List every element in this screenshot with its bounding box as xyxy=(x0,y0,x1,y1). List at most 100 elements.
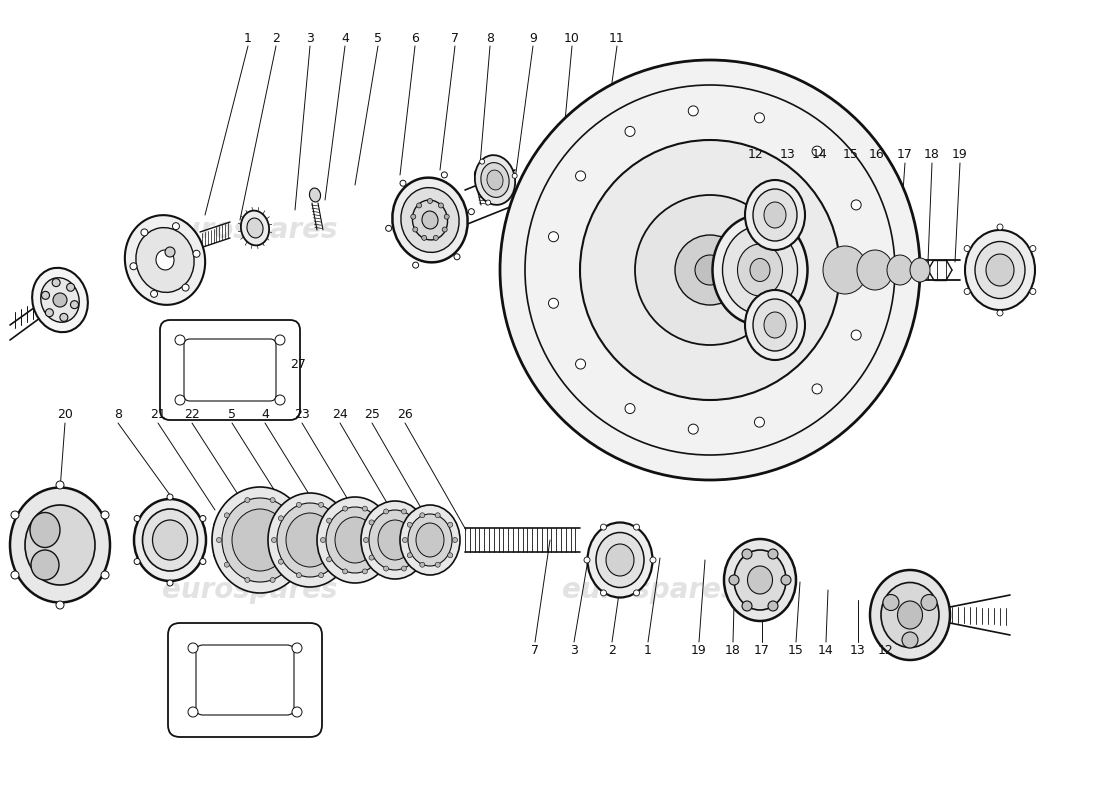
Ellipse shape xyxy=(408,514,452,566)
Circle shape xyxy=(362,506,367,511)
Circle shape xyxy=(53,293,67,307)
Circle shape xyxy=(442,227,448,232)
Circle shape xyxy=(368,520,374,525)
Circle shape xyxy=(272,538,276,542)
Text: 14: 14 xyxy=(812,149,828,162)
Ellipse shape xyxy=(268,493,352,587)
Ellipse shape xyxy=(286,513,334,567)
Circle shape xyxy=(56,601,64,609)
Circle shape xyxy=(454,254,460,260)
Ellipse shape xyxy=(156,250,174,270)
Ellipse shape xyxy=(898,601,923,629)
Ellipse shape xyxy=(143,509,198,571)
Text: 13: 13 xyxy=(850,643,866,657)
Ellipse shape xyxy=(606,544,634,576)
Circle shape xyxy=(421,235,427,240)
Circle shape xyxy=(441,172,448,178)
Circle shape xyxy=(327,518,331,523)
Circle shape xyxy=(689,424,698,434)
Ellipse shape xyxy=(734,550,786,610)
Ellipse shape xyxy=(737,244,782,296)
Circle shape xyxy=(416,555,421,560)
Circle shape xyxy=(742,601,752,611)
Text: 7: 7 xyxy=(451,31,459,45)
Circle shape xyxy=(480,159,485,164)
Circle shape xyxy=(412,262,419,268)
Circle shape xyxy=(549,298,559,308)
Text: 1: 1 xyxy=(645,643,652,657)
Circle shape xyxy=(56,481,64,489)
Ellipse shape xyxy=(487,170,503,190)
Circle shape xyxy=(768,549,778,559)
Ellipse shape xyxy=(881,582,939,647)
Ellipse shape xyxy=(887,255,913,285)
Circle shape xyxy=(378,518,384,523)
Ellipse shape xyxy=(723,226,798,314)
Circle shape xyxy=(755,417,764,427)
Circle shape xyxy=(59,314,68,322)
Text: 20: 20 xyxy=(57,409,73,422)
Circle shape xyxy=(278,559,284,564)
Circle shape xyxy=(290,513,296,518)
Text: eurospares: eurospares xyxy=(562,216,738,244)
Circle shape xyxy=(997,310,1003,316)
Text: 22: 22 xyxy=(184,409,200,422)
Text: 14: 14 xyxy=(818,643,834,657)
Ellipse shape xyxy=(134,499,206,581)
Text: 12: 12 xyxy=(748,149,763,162)
Ellipse shape xyxy=(748,566,772,594)
Circle shape xyxy=(851,200,861,210)
Ellipse shape xyxy=(754,299,798,351)
Circle shape xyxy=(635,195,785,345)
Circle shape xyxy=(448,522,453,527)
Circle shape xyxy=(420,513,425,518)
Circle shape xyxy=(42,291,50,299)
Ellipse shape xyxy=(745,180,805,250)
Text: 21: 21 xyxy=(150,409,166,422)
Text: eurospares: eurospares xyxy=(163,576,338,604)
Ellipse shape xyxy=(890,257,910,283)
Ellipse shape xyxy=(827,249,864,291)
Circle shape xyxy=(188,707,198,717)
Ellipse shape xyxy=(481,162,509,198)
Circle shape xyxy=(167,580,173,586)
Circle shape xyxy=(675,235,745,305)
Circle shape xyxy=(580,140,840,400)
Circle shape xyxy=(45,309,54,317)
Text: 5: 5 xyxy=(374,31,382,45)
Circle shape xyxy=(513,174,517,178)
Text: 15: 15 xyxy=(788,643,804,657)
Text: 2: 2 xyxy=(608,643,616,657)
Circle shape xyxy=(402,566,407,571)
Ellipse shape xyxy=(745,290,805,360)
Ellipse shape xyxy=(475,155,515,205)
Circle shape xyxy=(384,566,388,571)
Circle shape xyxy=(964,246,970,251)
Circle shape xyxy=(173,222,179,230)
Text: 3: 3 xyxy=(306,31,313,45)
Circle shape xyxy=(755,113,764,123)
Circle shape xyxy=(175,335,185,345)
Circle shape xyxy=(134,515,140,522)
Text: 5: 5 xyxy=(228,409,236,422)
Circle shape xyxy=(188,643,198,653)
Ellipse shape xyxy=(587,522,652,598)
Circle shape xyxy=(634,590,639,596)
Ellipse shape xyxy=(153,520,187,560)
Text: 4: 4 xyxy=(341,31,349,45)
Text: 17: 17 xyxy=(898,149,913,162)
Circle shape xyxy=(101,511,109,519)
Ellipse shape xyxy=(975,242,1025,298)
Circle shape xyxy=(298,538,304,542)
Circle shape xyxy=(436,562,440,567)
Ellipse shape xyxy=(277,503,343,577)
Ellipse shape xyxy=(361,501,429,579)
Circle shape xyxy=(575,171,585,181)
Circle shape xyxy=(337,559,342,564)
Text: 3: 3 xyxy=(570,643,578,657)
Text: 4: 4 xyxy=(261,409,268,422)
Text: eurospares: eurospares xyxy=(562,576,738,604)
Circle shape xyxy=(342,569,348,574)
Circle shape xyxy=(448,553,453,558)
Ellipse shape xyxy=(713,215,807,325)
